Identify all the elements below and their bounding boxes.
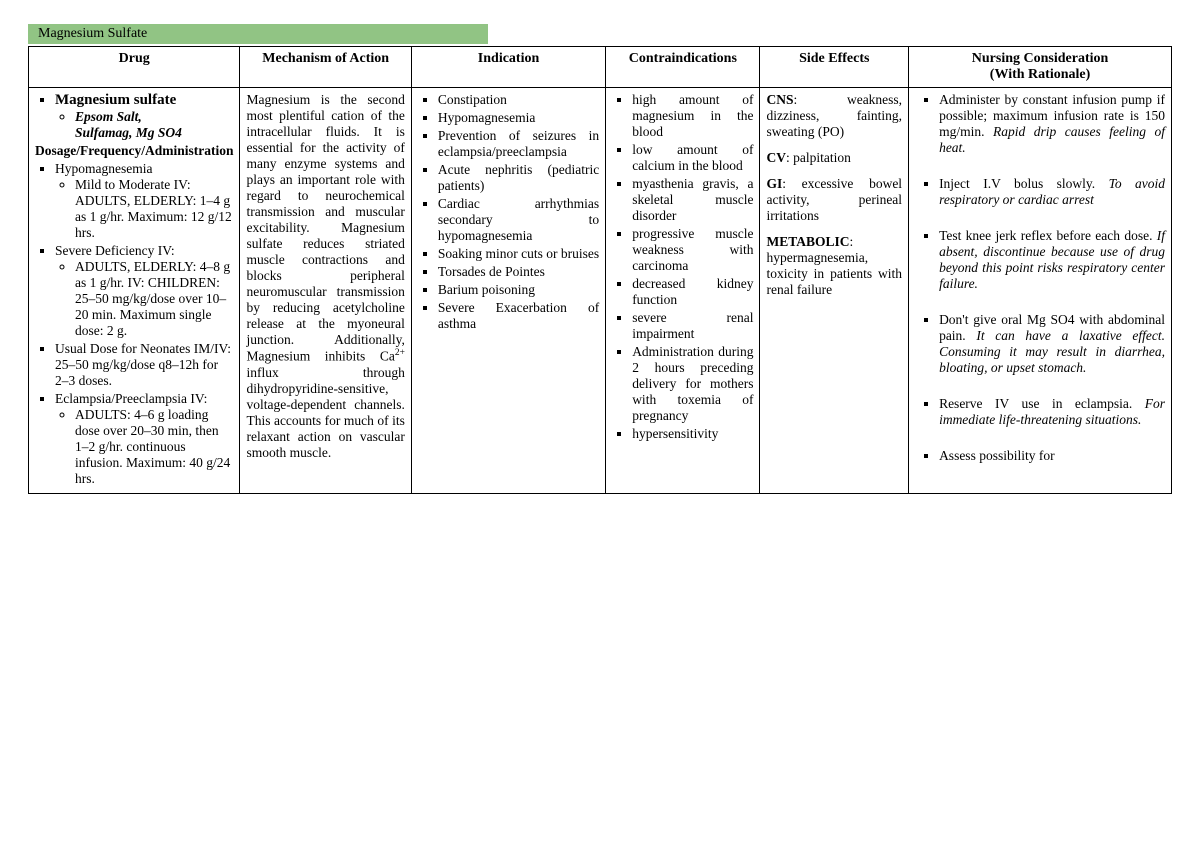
table-row: Magnesium sulfate Epsom Salt, Sulfamag, … bbox=[29, 88, 1172, 494]
ca-sup: 2+ bbox=[395, 348, 405, 358]
ind-5: Cardiac arrhythmias secondary to hypomag… bbox=[438, 196, 599, 244]
ci-7: Administration during 2 hours preceding … bbox=[632, 344, 753, 424]
se-cns: CNS: weakness, dizziness, fainting, swea… bbox=[766, 92, 902, 140]
cell-moa: Magnesium is the second most plentiful c… bbox=[240, 88, 411, 494]
dose-1-sub: Mild to Moderate IV: ADULTS, ELDERLY: 1–… bbox=[75, 177, 233, 241]
ind-3: Prevention of seizures in eclampsia/pree… bbox=[438, 128, 599, 160]
ind-1: Constipation bbox=[438, 92, 599, 108]
dose-2-title: Severe Deficiency IV: bbox=[55, 243, 175, 258]
moa-a: Magnesium is the second most plentiful c… bbox=[246, 92, 404, 364]
cell-ind: Constipation Hypomagnesemia Prevention o… bbox=[411, 88, 605, 494]
se-cv-h: CV bbox=[766, 150, 786, 165]
nc-5: Reserve IV use in eclampsia. For immedia… bbox=[939, 396, 1165, 428]
ci-1: high amount of magnesium in the blood bbox=[632, 92, 753, 140]
th-nc: Nursing Consideration (With Rationale) bbox=[909, 47, 1172, 88]
dose-1-title: Hypomagnesemia bbox=[55, 161, 152, 176]
ind-8: Barium poisoning bbox=[438, 282, 599, 298]
th-ind: Indication bbox=[411, 47, 605, 88]
nc-3a: Test knee jerk reflex before each dose. bbox=[939, 228, 1157, 243]
se-cns-h: CNS bbox=[766, 92, 793, 107]
nc-3: Test knee jerk reflex before each dose. … bbox=[939, 228, 1165, 292]
drug-name-item: Magnesium sulfate Epsom Salt, Sulfamag, … bbox=[55, 92, 233, 141]
alias2: Sulfamag, Mg SO4 bbox=[75, 125, 182, 140]
se-gi-h: GI bbox=[766, 176, 782, 191]
dose-2-sub: ADULTS, ELDERLY: 4–8 g as 1 g/hr. IV: CH… bbox=[75, 259, 233, 339]
ind-9: Severe Exacerbation of asthma bbox=[438, 300, 599, 332]
cell-ci: high amount of magnesium in the blood lo… bbox=[606, 88, 760, 494]
ci-6: severe renal impairment bbox=[632, 310, 753, 342]
th-ci: Contraindications bbox=[606, 47, 760, 88]
cell-nc: Administer by constant infusion pump if … bbox=[909, 88, 1172, 494]
se-met-h: METABOLIC bbox=[766, 234, 849, 249]
th-moa: Mechanism of Action bbox=[240, 47, 411, 88]
dose-4: Eclampsia/Preeclampsia IV: ADULTS: 4–6 g… bbox=[55, 391, 233, 487]
ind-2: Hypomagnesemia bbox=[438, 110, 599, 126]
th-se: Side Effects bbox=[760, 47, 909, 88]
th-drug: Drug bbox=[29, 47, 240, 88]
cell-drug: Magnesium sulfate Epsom Salt, Sulfamag, … bbox=[29, 88, 240, 494]
ci-2: low amount of calcium in the blood bbox=[632, 142, 753, 174]
se-gi: GI: excessive bowel activity, perineal i… bbox=[766, 176, 902, 224]
table-header-row: Drug Mechanism of Action Indication Cont… bbox=[29, 47, 1172, 88]
dose-3: Usual Dose for Neonates IM/IV: 25–50 mg/… bbox=[55, 341, 233, 389]
drug-table: Drug Mechanism of Action Indication Cont… bbox=[28, 46, 1172, 494]
se-gi-t: : excessive bowel activity, perineal irr… bbox=[766, 176, 902, 223]
ci-4: progressive muscle weakness with carcino… bbox=[632, 226, 753, 274]
nc-2a: Inject I.V bolus slowly. bbox=[939, 176, 1109, 191]
se-cv-t: : palpitation bbox=[786, 150, 851, 165]
nc-6: Assess possibility for bbox=[939, 448, 1165, 464]
ind-6: Soaking minor cuts or bruises bbox=[438, 246, 599, 262]
ci-8: hypersensitivity bbox=[632, 426, 753, 442]
drug-name: Magnesium sulfate bbox=[55, 92, 176, 108]
dose-4-sub: ADULTS: 4–6 g loading dose over 20–30 mi… bbox=[75, 407, 233, 487]
se-cv: CV: palpitation bbox=[766, 150, 902, 166]
ind-7: Torsades de Pointes bbox=[438, 264, 599, 280]
ind-4: Acute nephritis (pediatric patients) bbox=[438, 162, 599, 194]
cell-se: CNS: weakness, dizziness, fainting, swea… bbox=[760, 88, 909, 494]
dose-2: Severe Deficiency IV: ADULTS, ELDERLY: 4… bbox=[55, 243, 233, 339]
nc-6a: Assess possibility for bbox=[939, 448, 1055, 463]
th-nc-sub: (With Rationale) bbox=[990, 67, 1090, 82]
nc-4: Don't give oral Mg SO4 with abdominal pa… bbox=[939, 312, 1165, 376]
nc-5a: Reserve IV use in eclampsia. bbox=[939, 396, 1145, 411]
th-nc-main: Nursing Consideration bbox=[972, 51, 1109, 66]
nc-2: Inject I.V bolus slowly. To avoid respir… bbox=[939, 176, 1165, 208]
dose-4-title: Eclampsia/Preeclampsia IV: bbox=[55, 391, 207, 406]
nc-1: Administer by constant infusion pump if … bbox=[939, 92, 1165, 156]
ci-5: decreased kidney function bbox=[632, 276, 753, 308]
dosage-heading: Dosage/Frequency/Administration bbox=[35, 143, 233, 159]
dose-1: Hypomagnesemia Mild to Moderate IV: ADUL… bbox=[55, 161, 233, 241]
ci-3: myasthenia gravis, a skeletal muscle dis… bbox=[632, 176, 753, 224]
title-bar: Magnesium Sulfate bbox=[28, 24, 488, 44]
se-met: METABOLIC: hypermagnesemia, toxicity in … bbox=[766, 234, 902, 298]
page-title: Magnesium Sulfate bbox=[38, 26, 147, 41]
moa-b: influx through dihydropyridine-sensitive… bbox=[246, 365, 404, 460]
alias-item: Epsom Salt, Sulfamag, Mg SO4 bbox=[75, 109, 233, 141]
alias1: Epsom Salt, bbox=[75, 109, 142, 124]
